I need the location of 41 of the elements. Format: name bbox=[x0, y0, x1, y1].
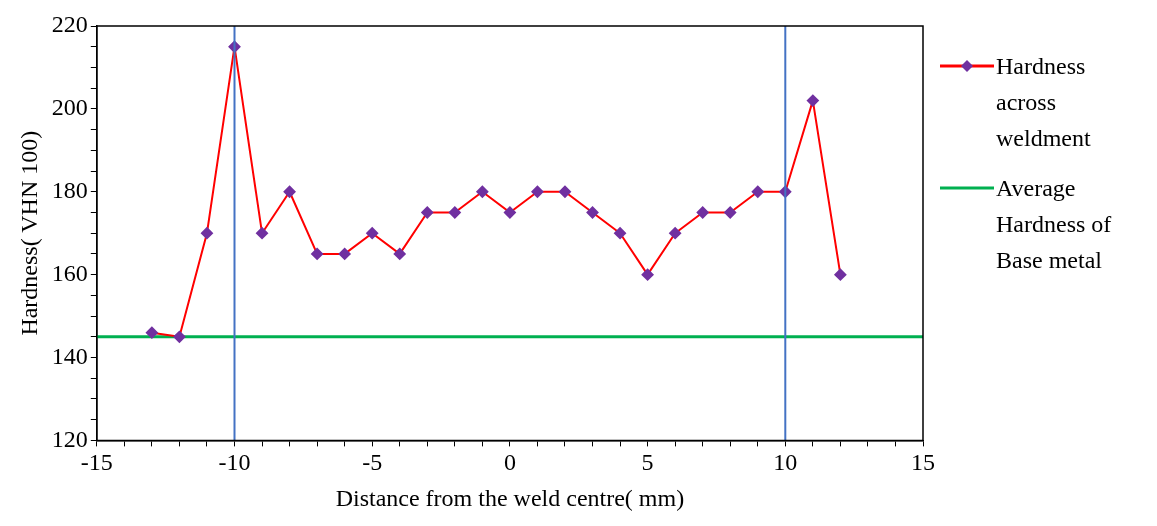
point bbox=[256, 227, 269, 240]
point bbox=[393, 247, 406, 260]
legend-label: Hardness across weldment bbox=[996, 52, 1092, 153]
point bbox=[614, 227, 627, 240]
point bbox=[586, 206, 599, 219]
point bbox=[283, 185, 296, 198]
x-tick-label: -15 bbox=[80, 449, 113, 476]
point bbox=[421, 206, 434, 219]
x-tick-label: 15 bbox=[911, 449, 935, 476]
point bbox=[751, 185, 764, 198]
point bbox=[724, 206, 737, 219]
point bbox=[311, 247, 324, 260]
y-tick-label: 220 bbox=[51, 11, 88, 38]
point bbox=[669, 227, 682, 240]
point bbox=[558, 185, 571, 198]
point bbox=[338, 247, 351, 260]
x-tick-label: 5 bbox=[641, 449, 654, 476]
x-tick-label: -5 bbox=[362, 449, 383, 476]
y-tick-label: 160 bbox=[51, 259, 88, 286]
point bbox=[696, 206, 709, 219]
point bbox=[448, 206, 461, 219]
point bbox=[173, 330, 186, 343]
point bbox=[366, 227, 379, 240]
y-axis-title: Hardness( VHN 100) bbox=[15, 130, 42, 336]
point bbox=[641, 268, 654, 281]
point bbox=[503, 206, 516, 219]
legend-label: Average Hardness of Base metal bbox=[996, 174, 1113, 275]
x-tick-label: -10 bbox=[218, 449, 251, 476]
x-tick-label: 10 bbox=[773, 449, 798, 476]
point bbox=[200, 227, 213, 240]
y-tick-label: 140 bbox=[51, 342, 88, 369]
point bbox=[834, 268, 847, 281]
y-tick-label: 120 bbox=[51, 425, 88, 452]
y-tick-label: 200 bbox=[51, 94, 88, 121]
x-tick-label: 0 bbox=[503, 449, 516, 476]
point bbox=[806, 94, 819, 107]
point bbox=[145, 326, 158, 339]
point bbox=[476, 185, 489, 198]
y-tick-label: 180 bbox=[51, 177, 88, 204]
x-axis-title: Distance from the weld centre( mm) bbox=[335, 484, 685, 511]
point bbox=[531, 185, 544, 198]
